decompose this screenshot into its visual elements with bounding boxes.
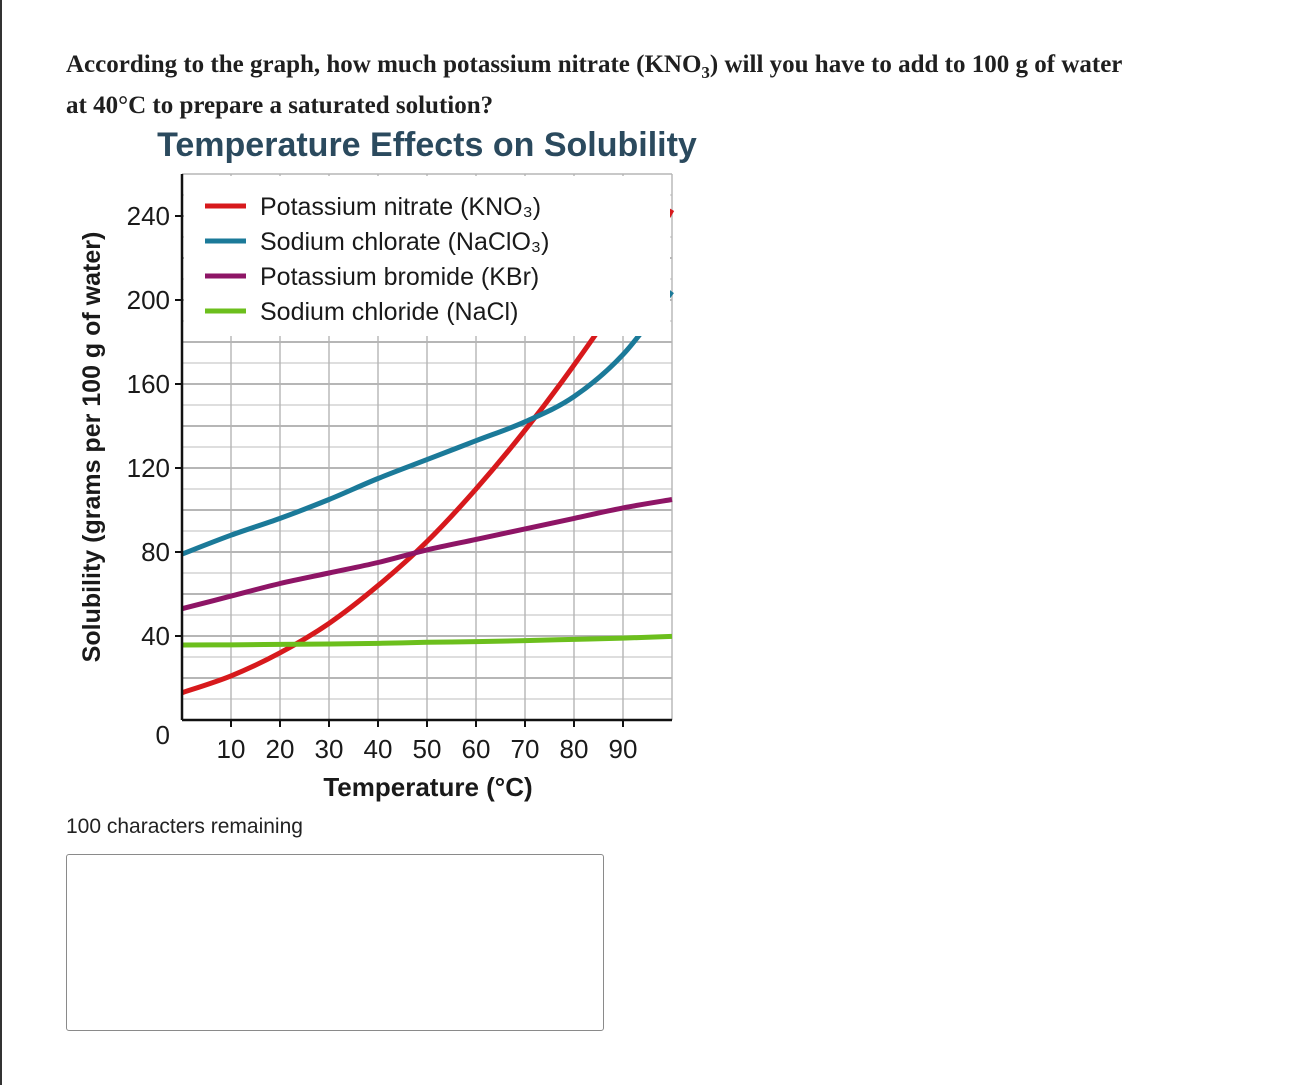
x-axis-label: Temperature (°C) xyxy=(323,772,532,802)
x-tick-label: 50 xyxy=(413,734,442,764)
question-line1-part2: ) will you have to add to 100 g of water xyxy=(709,51,1123,78)
y-tick-label: 80 xyxy=(141,537,170,567)
question-line2: at 40°C to prepare a saturated solution? xyxy=(66,92,494,119)
question-text: According to the graph, how much potassi… xyxy=(66,44,1291,126)
x-tick-label: 40 xyxy=(364,734,393,764)
x-tick-label: 70 xyxy=(511,734,540,764)
legend-label: Potassium nitrate (KNO₃) xyxy=(260,193,541,221)
y-tick-label: 120 xyxy=(127,453,170,483)
answer-input[interactable] xyxy=(66,854,604,1031)
y-tick-label: 200 xyxy=(127,285,170,315)
y-tick-label: 0 xyxy=(156,720,170,750)
legend: Potassium nitrate (KNO₃) Sodium chlorate … xyxy=(184,176,670,336)
legend-label: Sodium chlorate (NaClO₃) xyxy=(260,228,549,256)
x-tick-label: 90 xyxy=(609,734,638,764)
y-tick-label: 40 xyxy=(141,621,170,651)
legend-label: Sodium chloride (NaCl) xyxy=(260,298,518,326)
axes: 10 20 30 40 50 60 70 80 90 0 40 80 120 160 200 240 xyxy=(127,174,672,764)
question-subscript: 3 xyxy=(701,63,710,82)
legend-background xyxy=(184,176,670,336)
y-tick-label: 240 xyxy=(127,201,170,231)
x-tick-label: 80 xyxy=(560,734,589,764)
y-tick-label: 160 xyxy=(127,369,170,399)
chart-title: Temperature Effects on Solubility xyxy=(157,126,697,164)
question-line1-part1: According to the graph, how much potassi… xyxy=(66,51,702,78)
legend-label: Potassium bromide (KBr) xyxy=(260,263,539,291)
x-tick-label: 20 xyxy=(266,734,295,764)
left-border xyxy=(0,0,2,1085)
series-line-3 xyxy=(181,633,673,648)
characters-remaining: 100 characters remaining xyxy=(66,815,303,838)
x-tick-label: 30 xyxy=(315,734,344,764)
solubility-chart: Temperature Effects on Solubility 10 20 30… xyxy=(78,126,697,802)
y-axis-label: Solubility (grams per 100 g of water) xyxy=(78,232,106,663)
series-line-2 xyxy=(181,497,673,612)
x-tick-label: 60 xyxy=(462,734,491,764)
series-line-1 xyxy=(181,290,674,557)
x-tick-label: 10 xyxy=(217,734,246,764)
